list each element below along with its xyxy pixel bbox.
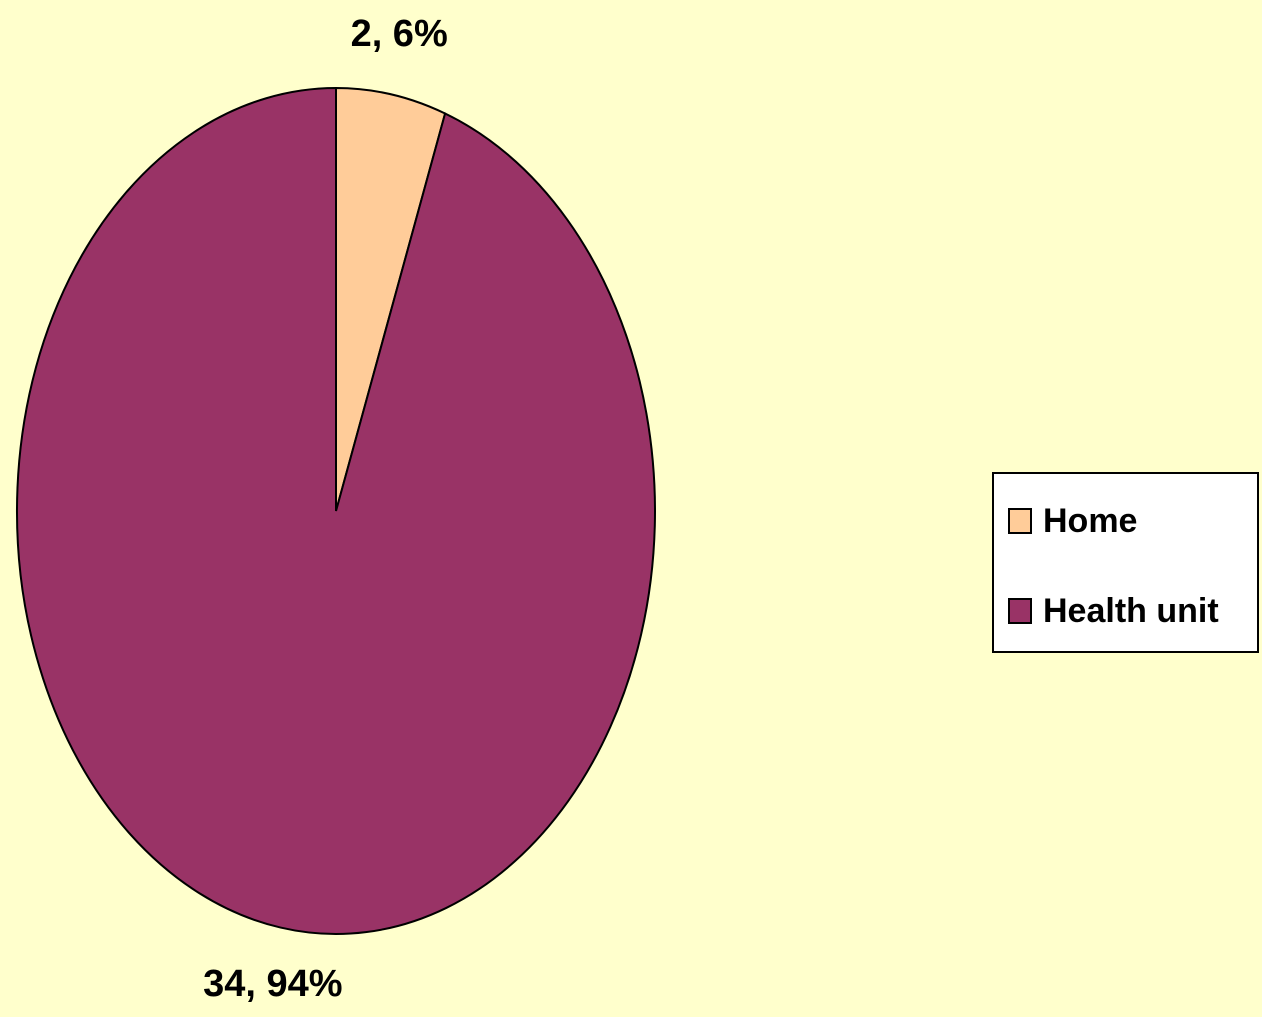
pie-slice — [335, 86, 447, 512]
data-label: 34, 94% — [203, 963, 342, 1005]
pie-slice — [16, 86, 656, 935]
data-label: 2, 6% — [351, 13, 448, 55]
legend-box — [992, 472, 1259, 653]
legend-swatch — [1008, 508, 1032, 534]
legend-swatch — [1008, 598, 1032, 624]
legend-label: Health unit — [1043, 592, 1219, 630]
legend-label: Home — [1043, 502, 1137, 540]
